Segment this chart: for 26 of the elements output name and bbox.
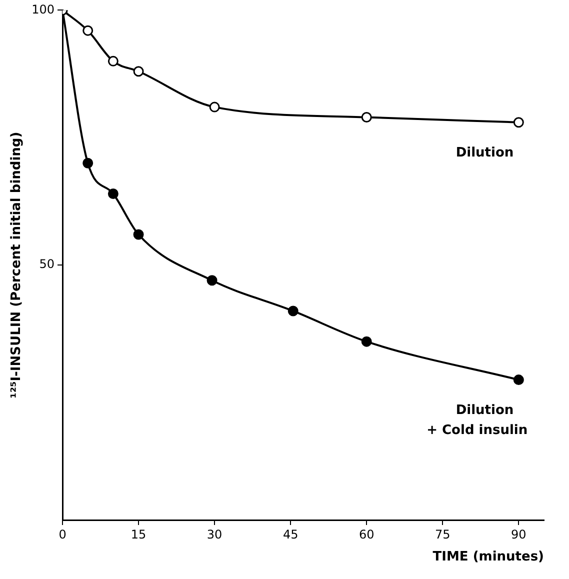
point (133, 229, 144, 240)
point (206, 275, 218, 286)
point (82, 158, 94, 168)
x-tick-label: 90 (511, 527, 526, 542)
series-label: Dilution + Cold insulin (426, 402, 528, 438)
series-label: Dilution (456, 145, 514, 160)
point (513, 117, 524, 128)
x-tick-label: 0 (58, 527, 66, 542)
y-axis-title: ¹²⁵I-INSULIN (Percent initial binding) (9, 132, 24, 398)
x-tick-label: 45 (282, 527, 298, 542)
point (288, 306, 298, 316)
point (361, 112, 372, 123)
point (361, 336, 372, 347)
x-tick-label: 30 (206, 527, 222, 542)
x-tick-label: 75 (434, 527, 450, 542)
x-axis-title: TIME (minutes) (432, 550, 544, 565)
x-tick-label: 15 (130, 527, 146, 542)
point (133, 66, 144, 77)
point (82, 25, 94, 36)
y-tick-label: 50 (39, 257, 55, 272)
x-tick-label: 60 (358, 527, 374, 542)
y-tick-label: 100 (32, 2, 55, 16)
point (108, 56, 118, 66)
point (108, 188, 118, 199)
point (209, 102, 220, 112)
point (513, 374, 524, 386)
